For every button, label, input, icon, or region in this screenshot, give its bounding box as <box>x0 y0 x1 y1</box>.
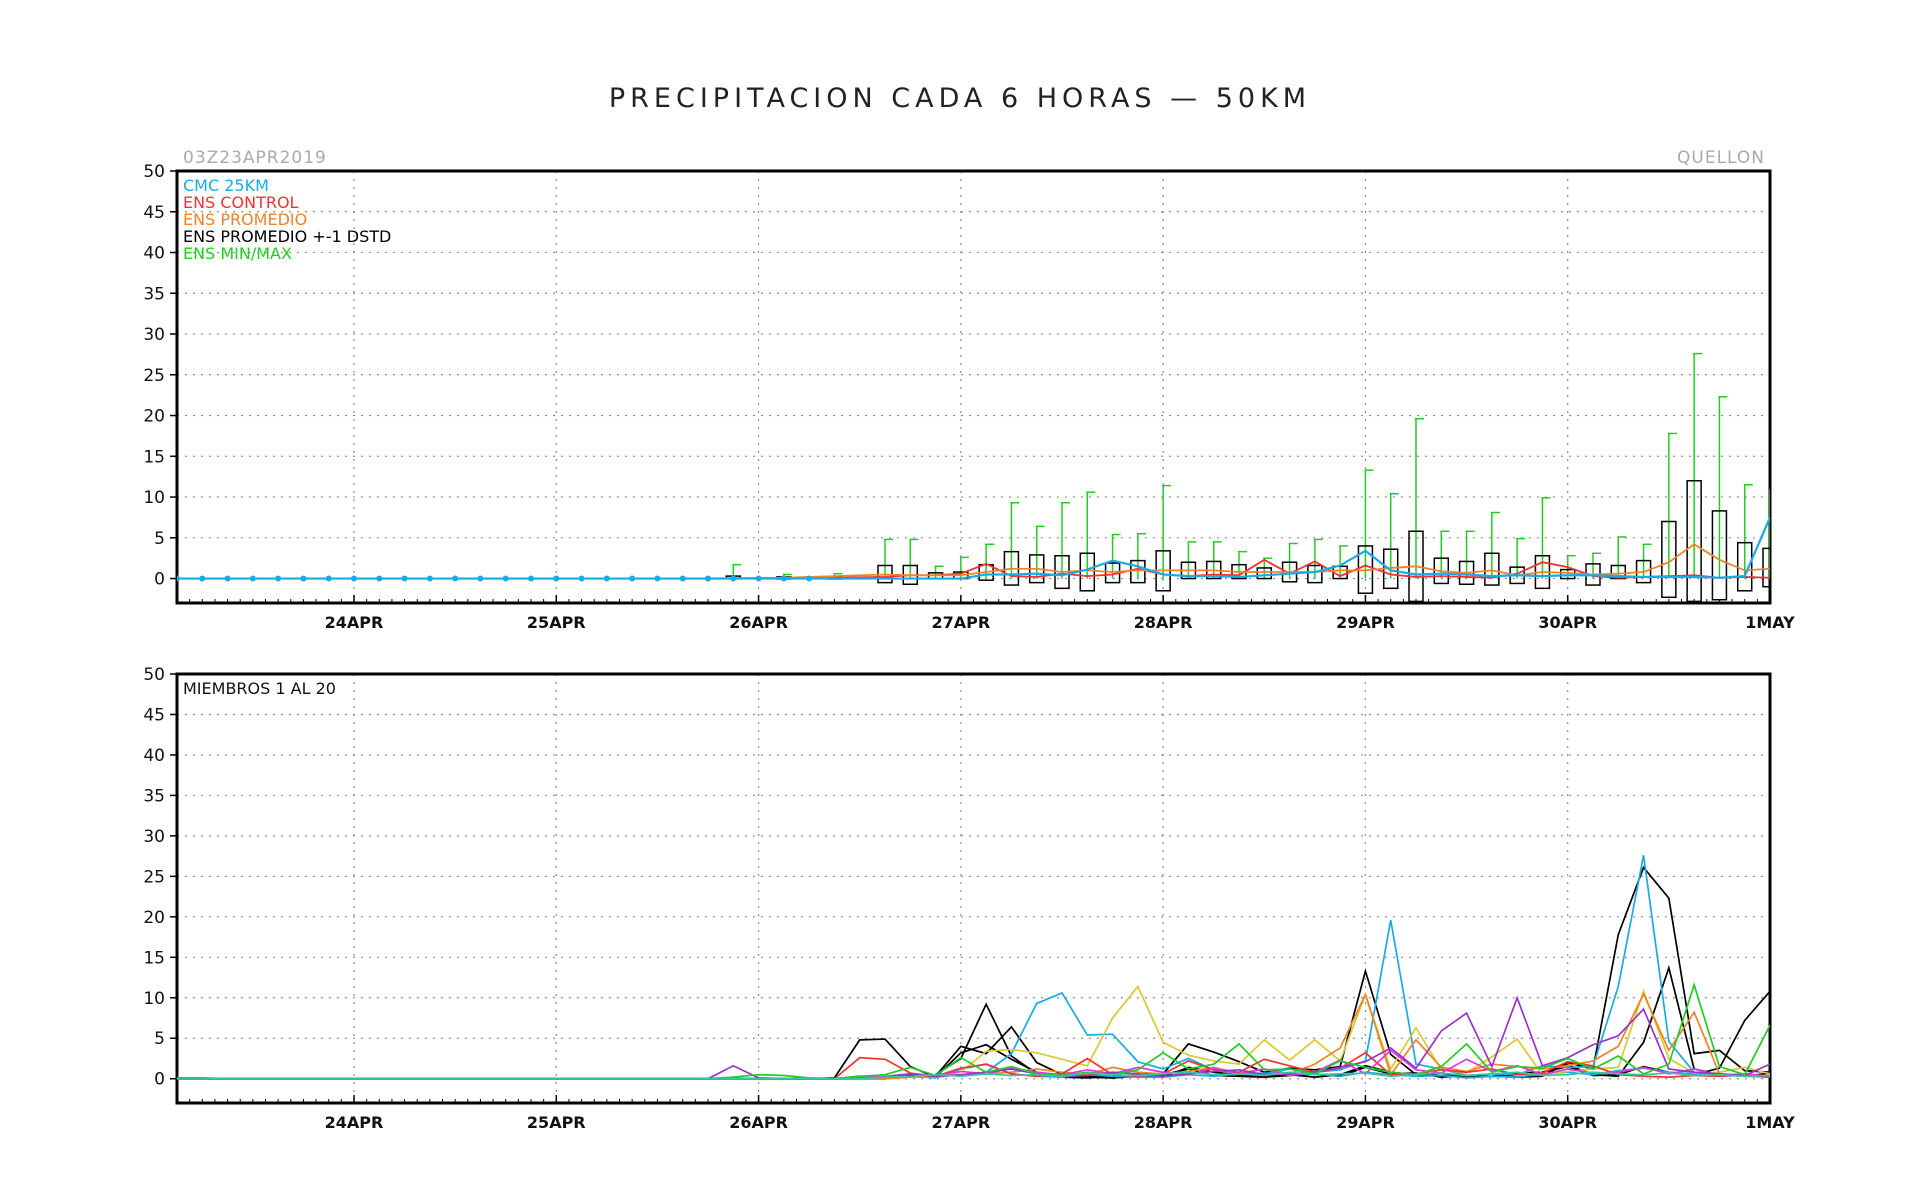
y-tick-label: 35 <box>143 786 165 806</box>
dstd-box <box>1686 479 1702 603</box>
x-tick-label: 28APR <box>1134 1113 1193 1132</box>
x-tick-label: 25APR <box>527 1113 586 1132</box>
dstd-box <box>1484 552 1500 586</box>
cmc-point <box>300 575 307 582</box>
panel-2-marks <box>177 855 1770 1080</box>
cmc-point <box>224 575 231 582</box>
y-tick-label: 0 <box>154 570 165 590</box>
cmc-point <box>755 575 762 582</box>
x-tick-label: 24APR <box>325 1113 384 1132</box>
member-line-12 <box>177 1071 1770 1080</box>
cmc-point <box>730 575 737 582</box>
cmc-point <box>376 575 383 582</box>
cmc-point <box>578 575 585 582</box>
cmc-point <box>553 575 560 582</box>
x-tick-label: 26APR <box>729 1113 788 1132</box>
x-tick-label: 30APR <box>1538 613 1597 632</box>
station-name: QUELLON <box>1677 148 1765 168</box>
member-line-1 <box>177 865 1770 1080</box>
y-tick-label: 45 <box>143 203 165 223</box>
y-tick-label: 30 <box>143 325 165 345</box>
x-tick-label: 30APR <box>1538 1113 1597 1132</box>
panel-1-axes: 0 5 10 15 20 25 30 35 40 45 50 24APR 25APR 26APR 27APR… <box>143 162 1795 632</box>
cmc-point <box>177 575 180 582</box>
legend-entry: ENS CONTROL <box>183 193 299 212</box>
member-line-4 <box>177 855 1770 1080</box>
cmc-point <box>325 575 332 582</box>
y-tick-label: 40 <box>143 746 165 766</box>
y-tick-label: 40 <box>143 244 165 264</box>
legend-entry: CMC 25KM <box>183 176 269 195</box>
y-tick-label: 10 <box>143 488 165 508</box>
y-tick-label: 5 <box>154 1029 165 1049</box>
chart-title: PRECIPITACION CADA 6 HORAS — 50KM <box>608 83 1312 114</box>
cmc-point <box>502 575 509 582</box>
dstd-box <box>1256 567 1273 580</box>
legend-entry: ENS MIN/MAX <box>183 244 292 263</box>
y-tick-label: 50 <box>143 665 165 685</box>
y-tick-label: 10 <box>143 989 165 1009</box>
x-tick-label: 24APR <box>325 613 384 632</box>
x-tick-label: 28APR <box>1134 613 1193 632</box>
dstd-box <box>1307 564 1323 584</box>
run-timestamp: 03Z23APR2019 <box>183 148 327 168</box>
members-label: MIEMBROS 1 AL 20 <box>183 679 336 698</box>
cmc-point <box>477 575 484 582</box>
x-tick-label: 27APR <box>932 1113 991 1132</box>
member-line-11 <box>177 981 1770 1080</box>
cmc-point <box>426 575 433 582</box>
y-tick-label: 15 <box>143 948 165 968</box>
y-tick-label: 20 <box>143 407 165 427</box>
y-tick-label: 30 <box>143 827 165 847</box>
panel-1-marks <box>177 352 1770 603</box>
cmc-point <box>654 575 661 582</box>
y-tick-label: 25 <box>143 366 165 386</box>
dstd-box <box>1661 520 1677 599</box>
cmc-point <box>679 575 686 582</box>
y-tick-label: 25 <box>143 867 165 887</box>
cmc-point <box>629 575 636 582</box>
x-tick-label: 29APR <box>1336 613 1395 632</box>
y-tick-label: 15 <box>143 447 165 467</box>
y-tick-label: 0 <box>154 1070 165 1090</box>
cmc-point <box>528 575 534 582</box>
plot-frame <box>175 169 1772 605</box>
x-tick-label: 29APR <box>1336 1113 1395 1132</box>
cmc-point <box>705 575 711 582</box>
x-tick-label: 27APR <box>932 613 991 632</box>
y-tick-label: 50 <box>143 162 165 182</box>
series-line-cmc-25km <box>177 516 1770 580</box>
x-tick-label: 1MAY <box>1745 613 1795 632</box>
cmc-point <box>401 575 408 582</box>
x-tick-label: 1MAY <box>1745 1113 1795 1132</box>
legend-entry: ENS PROMEDIO <box>183 210 307 229</box>
legend-entry: ENS PROMEDIO +-1 DSTD <box>183 227 391 246</box>
y-tick-label: 35 <box>143 284 165 304</box>
cmc-point <box>275 575 282 582</box>
y-tick-label: 20 <box>143 908 165 928</box>
x-tick-label: 26APR <box>729 613 788 632</box>
y-tick-label: 45 <box>143 705 165 725</box>
cmc-point <box>351 575 357 582</box>
cmc-point <box>603 575 610 582</box>
plot-frame <box>175 672 1772 1105</box>
dstd-box <box>1762 547 1770 588</box>
cmc-point <box>199 575 206 582</box>
cmc-point <box>806 575 813 582</box>
cmc-point <box>452 575 459 582</box>
cmc-point <box>249 575 256 582</box>
x-tick-label: 25APR <box>527 613 586 632</box>
cmc-point <box>780 575 787 582</box>
y-tick-label: 5 <box>154 529 165 549</box>
series-line-ens-promedio <box>177 543 1770 580</box>
